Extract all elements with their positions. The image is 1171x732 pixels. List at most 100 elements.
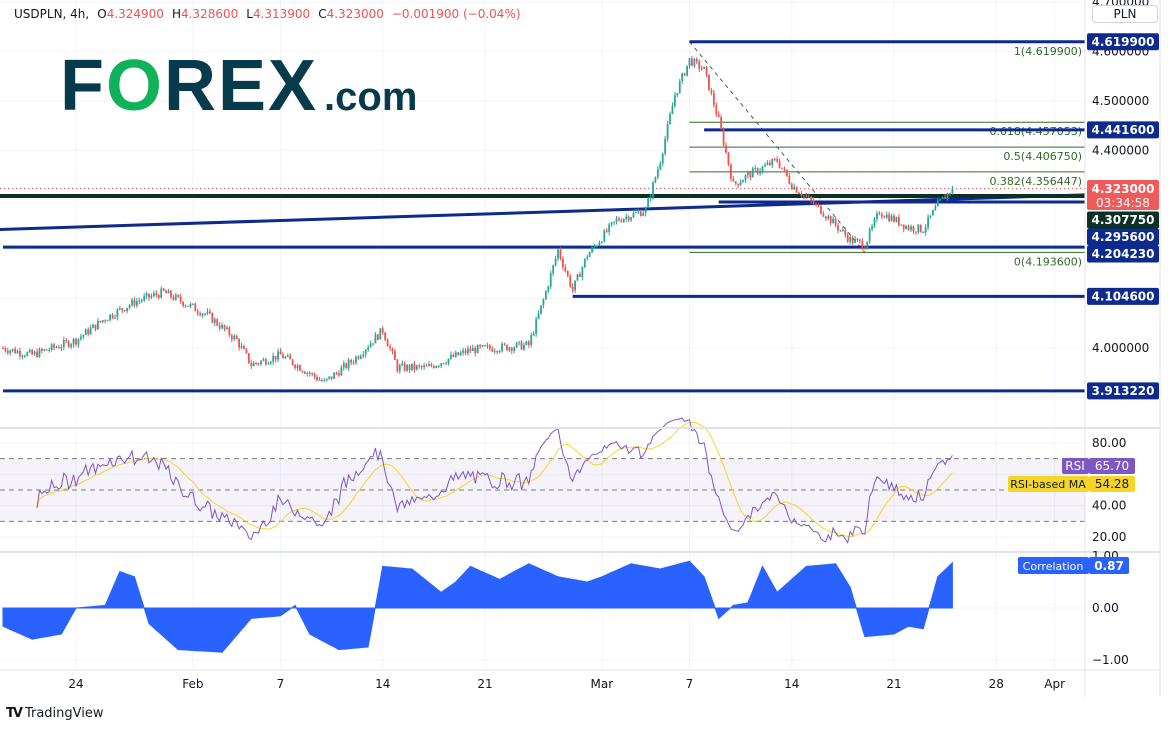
candle-body xyxy=(362,354,365,357)
candle-body xyxy=(235,335,238,340)
candle-body xyxy=(111,314,114,318)
candle-body xyxy=(720,117,723,130)
change-value: −0.001900 (−0.04%) xyxy=(391,7,521,21)
candle-body xyxy=(644,208,647,214)
candle-body xyxy=(586,256,589,259)
candle-body xyxy=(325,378,328,381)
candle-body xyxy=(693,59,696,66)
candle-body xyxy=(6,350,9,353)
candle-body xyxy=(496,351,499,353)
candle-body xyxy=(145,293,148,297)
candle-body xyxy=(106,320,109,322)
candle-body xyxy=(559,249,562,259)
symbol-label[interactable]: USDPLN, 4h, xyxy=(14,7,90,21)
candle-body xyxy=(430,364,433,367)
candle-body xyxy=(447,358,450,364)
candle-body xyxy=(269,361,272,364)
candle-body xyxy=(135,301,138,306)
rsi-tick: 20.00 xyxy=(1092,530,1126,544)
candle-body xyxy=(428,364,430,367)
price-levels[interactable]: 1(4.619900) 0.618(4.457053) 0.5(4.406750) 0… xyxy=(0,40,1086,393)
candle-body xyxy=(785,169,788,176)
candle-body xyxy=(376,334,379,340)
candle-body xyxy=(484,345,486,347)
candle-body xyxy=(133,299,136,306)
candle-body xyxy=(201,313,204,316)
candle-body xyxy=(593,245,596,247)
candle-body xyxy=(788,175,791,184)
price-tick: 4.500000 xyxy=(1092,94,1149,108)
candle-body xyxy=(591,246,594,253)
candle-body xyxy=(569,275,572,287)
correlation-value: 0.87 xyxy=(1094,559,1124,573)
candle-body xyxy=(798,192,800,195)
candle-body xyxy=(710,90,713,93)
candle-body xyxy=(206,311,209,314)
candle-body xyxy=(16,350,19,354)
candle-body xyxy=(432,366,435,368)
candle-body xyxy=(642,213,645,217)
candle-body xyxy=(525,341,528,345)
candle-body xyxy=(552,265,555,274)
candle-body xyxy=(844,229,847,236)
candle-body xyxy=(318,379,321,381)
bar-countdown-text: 03:34:58 xyxy=(1096,196,1150,210)
candle-body xyxy=(946,193,949,200)
rsi-name: RSI xyxy=(1065,459,1085,473)
candle-body xyxy=(951,188,954,194)
logo-rex: REX xyxy=(164,46,319,126)
candle-body xyxy=(289,355,292,360)
candle-body xyxy=(571,286,574,291)
candle-body xyxy=(394,351,396,361)
candle-body xyxy=(846,235,849,242)
candle-body xyxy=(474,347,477,354)
fib-level-label: 0.5(4.406750) xyxy=(1003,150,1082,163)
time-tick: 14 xyxy=(375,677,390,691)
candle-body xyxy=(834,218,837,226)
candle-body xyxy=(306,372,309,374)
candle-body xyxy=(21,355,24,357)
candle-body xyxy=(841,229,844,231)
currency-button[interactable]: PLN xyxy=(1092,5,1158,23)
candle-body xyxy=(247,353,250,363)
level-badge xyxy=(1087,245,1159,263)
candle-body xyxy=(43,349,46,351)
low-label: L xyxy=(246,7,253,21)
candle-body xyxy=(245,349,248,354)
candle-body xyxy=(138,300,141,302)
candle-body xyxy=(681,73,684,81)
candle-body xyxy=(116,309,119,318)
time-tick: 21 xyxy=(477,677,492,691)
candle-body xyxy=(919,224,922,232)
candle-body xyxy=(617,218,620,221)
candle-body xyxy=(530,335,533,345)
candle-body xyxy=(148,293,150,298)
candle-body xyxy=(221,324,223,329)
candle-body xyxy=(65,340,68,342)
candle-body xyxy=(442,363,445,365)
candle-body xyxy=(700,68,703,70)
time-tick: Apr xyxy=(1044,677,1065,691)
candle-body xyxy=(837,225,839,231)
level-badge-text: 4.619900 xyxy=(1091,35,1154,49)
level-badge xyxy=(1087,382,1159,400)
candle-body xyxy=(566,271,569,276)
candle-body xyxy=(357,356,360,359)
tradingview-brand: TV TradingView xyxy=(6,706,103,721)
candle-body xyxy=(440,363,443,366)
candle-body xyxy=(228,327,231,336)
candle-body xyxy=(759,171,761,174)
rsi-ma-value-badge xyxy=(1089,476,1135,492)
candle-body xyxy=(338,373,340,376)
candle-body xyxy=(900,224,903,226)
candle-body xyxy=(167,290,170,294)
candle-body xyxy=(184,305,187,307)
candle-body xyxy=(588,252,591,257)
price-tick: 4.400000 xyxy=(1092,143,1149,157)
candle-body xyxy=(41,349,43,351)
fib-trend-line[interactable] xyxy=(689,41,866,253)
candle-body xyxy=(866,241,869,249)
logo-f: F xyxy=(60,46,106,126)
